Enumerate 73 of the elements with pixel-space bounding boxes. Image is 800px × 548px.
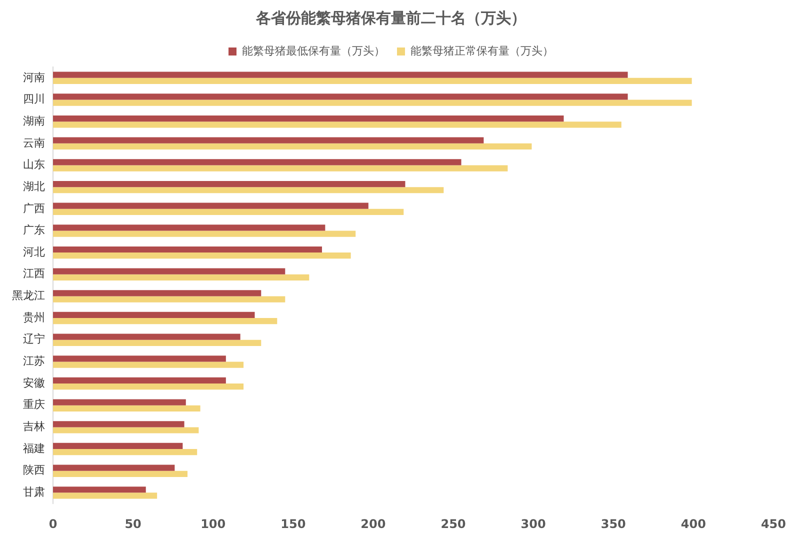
bar — [53, 165, 508, 172]
bar — [53, 122, 622, 128]
bar — [53, 180, 406, 188]
x-tick-label: 350 — [600, 516, 626, 531]
bar — [53, 202, 368, 209]
bar — [53, 115, 564, 122]
bar — [53, 274, 310, 280]
chart-title: 各省份能繁母猪保有量前二十名（万头） — [255, 8, 526, 27]
bar — [53, 377, 226, 384]
y-tick-label: 贵州 — [23, 310, 45, 324]
bar — [53, 296, 286, 302]
y-tick-label: 重庆 — [23, 398, 45, 412]
bar — [53, 187, 444, 194]
y-tick-label: 安徽 — [23, 376, 45, 390]
bar — [53, 246, 322, 253]
bar — [53, 78, 692, 84]
bar — [53, 230, 356, 237]
bar — [53, 334, 240, 340]
bar — [53, 159, 462, 166]
bar — [53, 399, 186, 406]
bar — [53, 290, 262, 296]
y-tick-label: 江西 — [23, 267, 45, 280]
y-tick-label: 江苏 — [23, 354, 45, 368]
y-tick-label: 辽宁 — [23, 332, 45, 346]
y-tick-label: 黑龙江 — [12, 289, 45, 302]
bar — [53, 492, 158, 499]
bar — [53, 94, 628, 100]
bar — [53, 356, 226, 362]
bar — [53, 137, 484, 144]
x-tick-label: 400 — [680, 516, 706, 531]
y-tick-label: 陕西 — [23, 464, 45, 477]
bar — [53, 421, 184, 428]
bar — [53, 449, 198, 456]
bar — [53, 268, 286, 274]
bar — [53, 312, 255, 318]
x-tick-label: 300 — [520, 516, 546, 531]
x-tick-label: 450 — [760, 516, 786, 531]
bar — [53, 384, 244, 390]
y-tick-label: 河北 — [23, 245, 45, 258]
bar — [53, 442, 183, 450]
bar — [53, 252, 351, 259]
bar — [53, 362, 244, 368]
legend-label: 能繁母猪最低保有量（万头） — [242, 44, 385, 58]
bar — [53, 72, 628, 78]
y-tick-label: 山东 — [23, 158, 45, 172]
x-tick-label: 100 — [200, 516, 226, 531]
y-tick-label: 云南 — [23, 136, 45, 150]
y-tick-label: 河南 — [23, 70, 45, 84]
bar — [53, 464, 175, 471]
bar — [53, 486, 146, 493]
x-tick-label: 50 — [124, 516, 142, 531]
bar — [53, 470, 188, 477]
x-tick-label: 150 — [280, 516, 306, 531]
y-tick-label: 吉林 — [23, 420, 45, 434]
x-tick-label: 0 — [48, 516, 58, 531]
y-tick-label: 广西 — [23, 202, 45, 215]
bar — [53, 208, 404, 216]
y-tick-label: 湖南 — [23, 114, 45, 128]
y-tick-label: 广东 — [23, 224, 45, 237]
y-tick-label: 四川 — [23, 92, 45, 106]
bar — [53, 405, 200, 412]
bar — [53, 143, 532, 150]
bar — [53, 224, 326, 231]
bar — [53, 318, 278, 324]
y-tick-label: 福建 — [23, 442, 45, 455]
x-tick-label: 200 — [360, 516, 386, 531]
y-tick-label: 湖北 — [23, 180, 45, 193]
bar — [53, 427, 199, 434]
x-tick-label: 250 — [440, 516, 466, 531]
y-tick-label: 甘肃 — [23, 486, 45, 499]
bar — [53, 340, 262, 346]
legend-label: 能繁母猪正常保有量（万头） — [410, 44, 554, 58]
bar — [53, 100, 692, 106]
